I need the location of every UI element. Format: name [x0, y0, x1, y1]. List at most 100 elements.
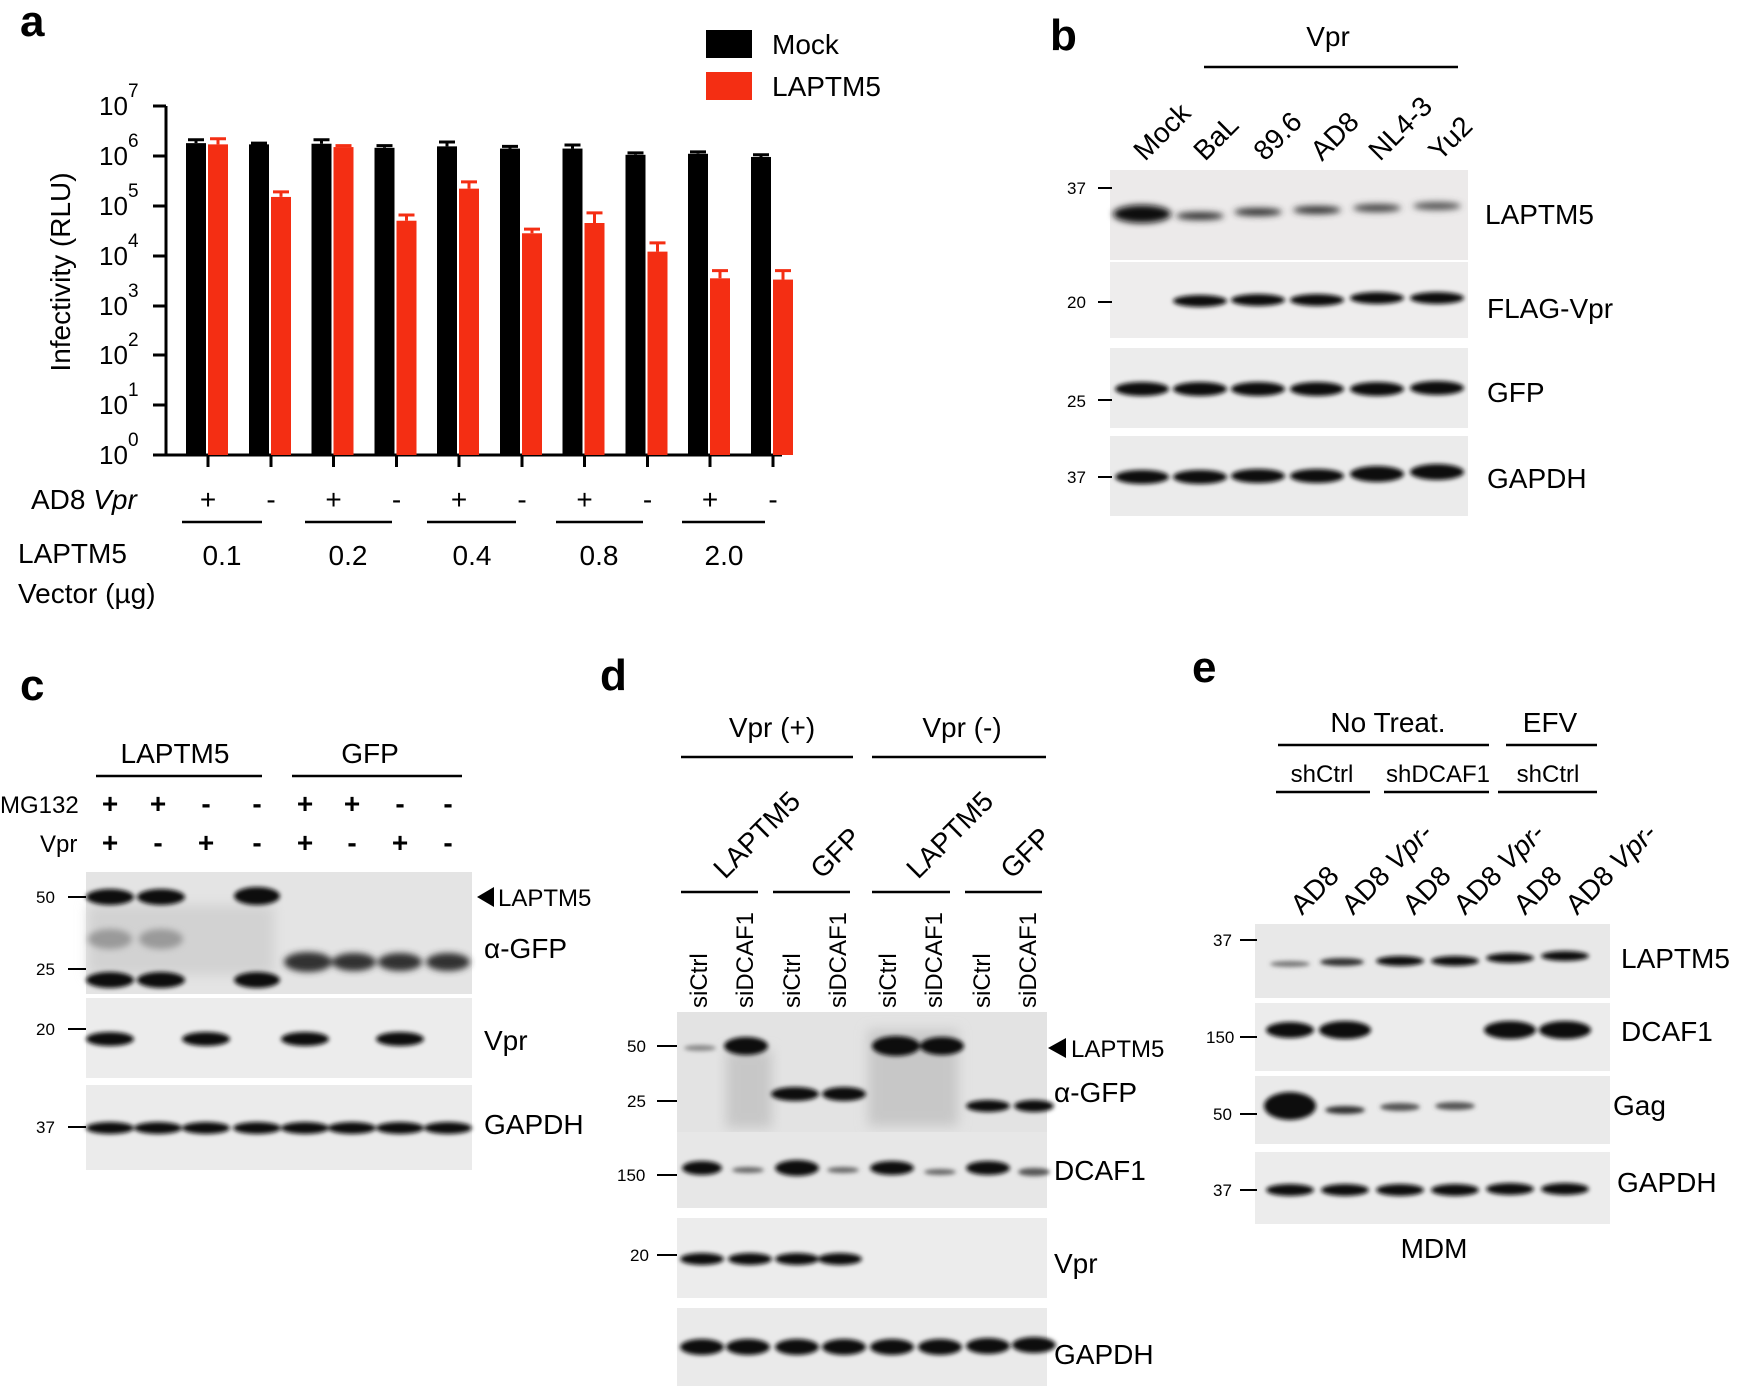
- bar-laptm5-2: [333, 147, 354, 455]
- blot-label: GAPDH: [1487, 463, 1587, 494]
- bar-mock-2: [311, 143, 332, 455]
- mg132-sign: +: [150, 788, 166, 819]
- error-bar-laptm5-4: [461, 180, 477, 189]
- row-label-vector-1: LAPTM5: [18, 538, 127, 569]
- blot-gapdh: [1110, 436, 1468, 516]
- y-tick-0: 10 0: [99, 430, 166, 470]
- error-bar-mock-6: [564, 143, 581, 149]
- lane-label: NL4-3: [1362, 90, 1438, 166]
- lane-label: siDCAF1: [825, 912, 852, 1008]
- blot-label: GAPDH: [484, 1109, 584, 1140]
- arrow-label: LAPTM5: [498, 885, 591, 912]
- bar-laptm5-6: [584, 223, 605, 455]
- mw-marker: 37: [36, 1118, 55, 1137]
- error-bar-laptm5-2: [335, 144, 352, 148]
- blot-gfp: [1110, 348, 1468, 428]
- vpr-sign: +: [325, 484, 341, 515]
- dose-label: 0.1: [203, 540, 242, 571]
- subgroup-label: LAPTM5: [900, 785, 999, 884]
- vpr-sign: -: [643, 484, 652, 515]
- error-bar-laptm5-9: [775, 269, 791, 280]
- blot-label: LAPTM5: [1485, 199, 1594, 230]
- subgroup-label: shCtrl: [1517, 761, 1580, 788]
- blot-vpr: [86, 998, 472, 1078]
- y-tick-7: 10 7: [99, 81, 166, 121]
- bar-mock-7: [625, 154, 646, 455]
- error-bar-mock-2: [313, 138, 330, 144]
- vpr-sign: -: [768, 484, 777, 515]
- blot-alpha-gfp: [86, 872, 472, 994]
- svg-text:10: 10: [99, 241, 128, 271]
- blot-label: DCAF1: [1054, 1155, 1146, 1186]
- bars: [186, 137, 793, 467]
- y-tick-2: 10 2: [99, 330, 166, 370]
- blot-label: α-GFP: [1054, 1077, 1137, 1108]
- vpr-sign: +: [392, 827, 408, 858]
- svg-text:2: 2: [128, 330, 139, 351]
- error-bar-laptm5-0: [210, 137, 226, 145]
- dose-label: 0.8: [580, 540, 619, 571]
- blot-label: FLAG-Vpr: [1487, 293, 1613, 324]
- bar-laptm5-4: [459, 188, 479, 455]
- error-bar-mock-0: [188, 138, 204, 144]
- blot-gag-e: [1255, 1076, 1610, 1144]
- vpr-sign: +: [102, 827, 118, 858]
- mw-marker: 37: [1213, 931, 1232, 950]
- panel-b-label: b: [1050, 11, 1077, 60]
- group-label: LAPTM5: [121, 738, 230, 769]
- vpr-sign: +: [200, 484, 216, 515]
- blot-label: DCAF1: [1621, 1016, 1713, 1047]
- y-tick-1: 10 1: [99, 380, 166, 420]
- legend-swatch-laptm5: [706, 72, 752, 100]
- panel-e: e No Treat. EFV shCtrl shDCAF1 shCtrl AD…: [1192, 643, 1730, 1264]
- vpr-sign: +: [451, 484, 467, 515]
- panel-d-label: d: [600, 651, 627, 700]
- blot-label: GFP: [1487, 377, 1545, 408]
- blot-label: Vpr: [1054, 1248, 1098, 1279]
- bar-mock-6: [562, 148, 583, 456]
- bar-laptm5-7: [647, 251, 668, 455]
- lane-label: siDCAF1: [921, 912, 948, 1008]
- error-bar-laptm5-8: [712, 269, 728, 279]
- vpr-sign: -: [153, 827, 162, 858]
- vpr-sign: +: [702, 484, 718, 515]
- subgroup-label: shDCAF1: [1386, 761, 1490, 788]
- svg-text:10: 10: [99, 291, 128, 321]
- blot-alpha-gfp-d: [677, 1012, 1054, 1132]
- lane-label: 89.6: [1247, 106, 1307, 166]
- vpr-sign: -: [443, 827, 452, 858]
- row-label-mg132: MG132: [0, 792, 79, 819]
- svg-text:5: 5: [128, 181, 139, 202]
- dose-label: 0.4: [453, 540, 492, 571]
- svg-text:10: 10: [99, 91, 128, 121]
- blot-dcaf1-e: [1255, 1003, 1610, 1071]
- lane-label: siCtrl: [969, 953, 996, 1008]
- error-bar-mock-9: [753, 153, 769, 157]
- mg132-sign: +: [102, 788, 118, 819]
- svg-text:1: 1: [128, 380, 139, 401]
- error-bar-laptm5-1: [273, 190, 289, 197]
- svg-text:10: 10: [99, 141, 128, 171]
- blot-vpr-d: [677, 1218, 1047, 1298]
- blot-gapdh-c: [86, 1085, 472, 1170]
- panel-c: c LAPTM5 GFP MG132 Vpr + + - - + + - - + - + - + - + -: [0, 661, 591, 1170]
- arrowhead-icon: [1048, 1038, 1066, 1058]
- row-label-vpr: Vpr: [40, 831, 77, 858]
- panel-a-label: a: [20, 0, 45, 46]
- lane-label: BaL: [1187, 109, 1244, 166]
- lane-label: AD8: [1304, 106, 1364, 166]
- row-label-vector-2: Vector (µg): [18, 578, 156, 609]
- mg132-sign: +: [297, 788, 313, 819]
- y-tick-4: 10 4: [99, 231, 166, 271]
- vpr-sign: -: [266, 484, 275, 515]
- bar-mock-5: [500, 148, 520, 456]
- panel-a: a Mock LAPTM5 Infectivity (RLU) 10 0 10 1 …: [18, 0, 881, 609]
- svg-text:10: 10: [99, 191, 128, 221]
- lane-label: siCtrl: [686, 953, 713, 1008]
- row-label-vpr: AD8 Vpr: [31, 484, 138, 515]
- vpr-sign: +: [576, 484, 592, 515]
- error-bar-mock-3: [376, 144, 393, 148]
- lane-label: Mock: [1127, 96, 1197, 166]
- svg-text:10: 10: [99, 340, 128, 370]
- dose-label: 0.2: [329, 540, 368, 571]
